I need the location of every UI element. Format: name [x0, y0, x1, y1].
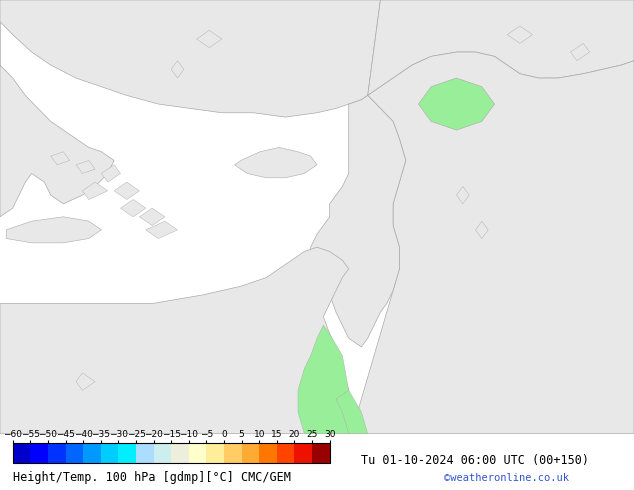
Polygon shape [197, 30, 222, 48]
Polygon shape [368, 0, 634, 96]
Text: Height/Temp. 100 hPa [gdmp][°C] CMC/GEM: Height/Temp. 100 hPa [gdmp][°C] CMC/GEM [13, 471, 290, 484]
Polygon shape [507, 26, 533, 44]
Polygon shape [311, 96, 406, 347]
Polygon shape [51, 152, 70, 165]
Polygon shape [0, 0, 380, 117]
Polygon shape [146, 221, 178, 239]
Polygon shape [336, 390, 368, 434]
Polygon shape [456, 187, 469, 204]
Polygon shape [418, 78, 495, 130]
Polygon shape [120, 199, 146, 217]
Polygon shape [476, 221, 488, 239]
Polygon shape [0, 247, 349, 434]
Polygon shape [298, 325, 349, 434]
Polygon shape [171, 61, 184, 78]
Polygon shape [76, 373, 95, 390]
Polygon shape [235, 147, 317, 178]
Polygon shape [6, 217, 101, 243]
Polygon shape [76, 160, 95, 173]
Polygon shape [82, 182, 108, 199]
Text: ©weatheronline.co.uk: ©weatheronline.co.uk [444, 473, 569, 483]
Text: Tu 01-10-2024 06:00 UTC (00+150): Tu 01-10-2024 06:00 UTC (00+150) [361, 454, 590, 467]
Polygon shape [114, 182, 139, 199]
Polygon shape [101, 165, 120, 182]
Polygon shape [0, 0, 114, 217]
Polygon shape [571, 44, 590, 61]
Polygon shape [139, 208, 165, 225]
Polygon shape [349, 52, 634, 434]
